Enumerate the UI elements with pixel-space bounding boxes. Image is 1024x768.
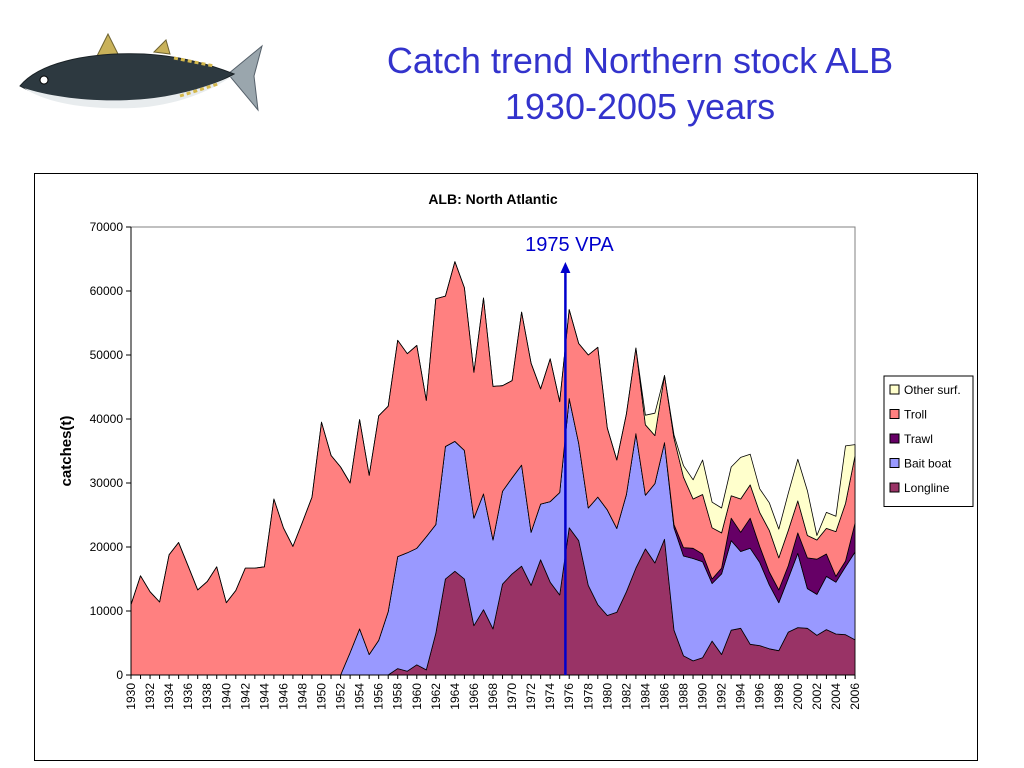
- x-tick-label: 1958: [391, 683, 405, 710]
- x-tick-label: 1946: [276, 683, 290, 710]
- x-tick-label: 1964: [448, 683, 462, 710]
- x-tick-label: 1934: [162, 683, 176, 710]
- y-tick-label: 70000: [90, 220, 124, 234]
- y-tick-label: 30000: [90, 476, 124, 490]
- x-tick-label: 1978: [581, 683, 595, 710]
- y-axis-title: catches(t): [58, 416, 75, 487]
- x-tick-label: 1932: [143, 683, 157, 710]
- x-tick-label: 1998: [772, 683, 786, 710]
- tuna-tail-fin: [227, 44, 263, 112]
- x-tick-label: 1942: [238, 683, 252, 710]
- legend-label-bait-boat: Bait boat: [904, 457, 952, 471]
- catch-trend-chart: ALB: North Atlantic 0 10000 20000 30000 40000…: [58, 191, 974, 710]
- x-tick-label: 1994: [734, 683, 748, 710]
- x-tick-label: 1968: [486, 683, 500, 710]
- x-tick-label: 1930: [124, 683, 138, 710]
- x-tick-label: 2004: [829, 683, 843, 710]
- y-tick-label: 0: [116, 668, 123, 682]
- y-tick-label: 50000: [90, 348, 124, 362]
- x-tick-label: 1992: [715, 683, 729, 710]
- chart-frame: ALB: North Atlantic 0 10000 20000 30000 40000…: [34, 173, 978, 761]
- legend-label-trawl: Trawl: [904, 432, 933, 446]
- x-tick-label: 1960: [410, 683, 424, 710]
- legend-label-troll: Troll: [904, 408, 927, 422]
- x-tick-label: 1938: [200, 683, 214, 710]
- x-tick-label: 1954: [353, 683, 367, 710]
- y-tick-label: 60000: [90, 284, 124, 298]
- tuna-belly: [24, 76, 232, 109]
- x-tick-label: 1962: [429, 683, 443, 710]
- x-tick-label: 1974: [543, 683, 557, 710]
- x-tick-label: 1970: [505, 683, 519, 710]
- x-tick-label: 2006: [848, 683, 862, 710]
- x-tick-label: 1952: [334, 683, 348, 710]
- x-tick-label: 1972: [524, 683, 538, 710]
- x-tick-label: 1996: [753, 683, 767, 710]
- legend-label-other-surf: Other surf.: [904, 383, 961, 397]
- x-tick-label: 1956: [372, 683, 386, 710]
- x-tick-label: 2000: [791, 683, 805, 710]
- x-tick-label: 1940: [219, 683, 233, 710]
- x-tick-label: 1980: [600, 683, 614, 710]
- x-tick-label: 1990: [696, 683, 710, 710]
- slide-title: Catch trend Northern stock ALB 1930-2005…: [300, 38, 980, 130]
- chart-title: ALB: North Atlantic: [428, 191, 558, 207]
- x-tick-label: 1982: [619, 683, 633, 710]
- y-tick-label: 40000: [90, 412, 124, 426]
- legend-swatch-other-surf: [889, 384, 900, 395]
- x-tick-label: 2002: [810, 683, 824, 710]
- x-tick-label: 1988: [677, 683, 691, 710]
- x-tick-label: 1976: [562, 683, 576, 710]
- y-tick-label: 10000: [90, 604, 124, 618]
- vpa-arrowhead: [560, 262, 571, 273]
- tuna-eye: [39, 75, 49, 85]
- slide-title-line-2: 1930-2005 years: [504, 86, 776, 127]
- legend-swatch-trawl: [889, 433, 900, 444]
- x-tick-label: 1944: [257, 683, 271, 710]
- x-tick-label: 1950: [315, 683, 329, 710]
- legend-swatch-longline: [889, 482, 900, 493]
- y-tick-label: 20000: [90, 540, 124, 554]
- x-tick-label: 1984: [638, 683, 652, 710]
- x-tick-label: 1948: [295, 683, 309, 710]
- tuna-second-dorsal-fin: [152, 39, 171, 55]
- legend-swatch-troll: [889, 409, 900, 419]
- legend-label-longline: Longline: [904, 481, 950, 495]
- x-tick-label: 1986: [657, 683, 671, 710]
- slide-title-line-1: Catch trend Northern stock ALB: [386, 40, 894, 81]
- vpa-annotation-label: 1975 VPA: [525, 234, 614, 256]
- albacore-tuna-illustration: [19, 32, 263, 112]
- x-tick-label: 1966: [467, 683, 481, 710]
- x-tick-label: 1936: [181, 683, 195, 710]
- legend-swatch-bait-boat: [889, 458, 900, 468]
- area-series-other-surf: [130, 261, 856, 605]
